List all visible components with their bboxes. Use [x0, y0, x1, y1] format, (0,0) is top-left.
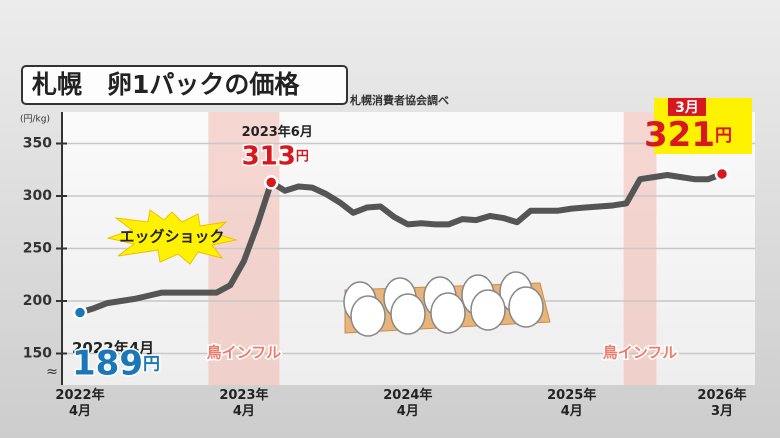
callout-burst [106, 209, 238, 265]
y-unit: (円/kg) [20, 114, 50, 125]
source: 札幌消費者協会調べ [349, 93, 449, 107]
x-tick-label: 2022年 4月 [55, 388, 105, 419]
y-tick-label: 300 [23, 188, 52, 204]
value-label: 313円 [242, 141, 309, 171]
highlight-point [714, 166, 730, 182]
egg-illustration [343, 271, 551, 337]
date-label-box [668, 97, 706, 116]
value-label: 321円 [644, 114, 732, 154]
x-tick-label: 2025年 4月 [547, 388, 597, 419]
callout: エッグショック [119, 228, 224, 246]
x-tick-label: 2026年 3月 [697, 388, 747, 419]
highlight-point [72, 305, 88, 320]
title: 札幌 卵1パックの価格 [31, 70, 300, 99]
y-tick-label: 350 [23, 136, 52, 152]
x-tick-label: 2023年 4月 [219, 388, 269, 419]
title-box [21, 65, 348, 105]
y-tick-label: 250 [23, 241, 52, 257]
point-date-label: 2022年4月 [72, 339, 154, 357]
point-date-label: 2023年6月 [242, 124, 313, 140]
band-label: 鳥インフル [603, 344, 678, 362]
price-line [77, 170, 725, 316]
x-tick-label: 2024年 4月 [383, 388, 433, 419]
band-label: 鳥インフル [207, 344, 282, 362]
point-date-label: 3月 [675, 100, 699, 116]
y-tick-label: 200 [23, 293, 52, 309]
value-label: 189円 [72, 343, 160, 383]
highlight-point [263, 175, 279, 190]
axis-break: ≈ [46, 364, 58, 380]
y-tick-label: 150 [23, 346, 52, 362]
